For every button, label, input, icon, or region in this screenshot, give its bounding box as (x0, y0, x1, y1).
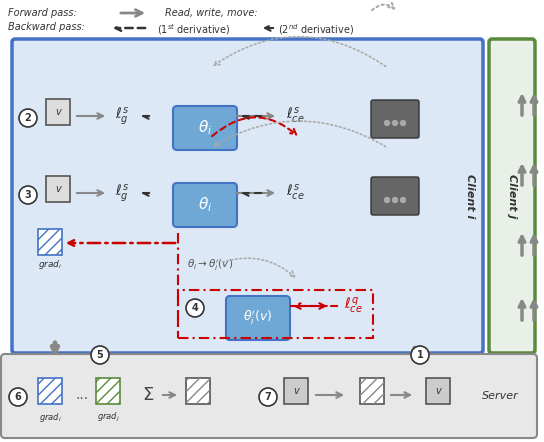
Bar (360, 378, 384, 404)
Text: ...: ... (76, 388, 89, 402)
Text: 6: 6 (15, 392, 21, 402)
Text: Forward pass:: Forward pass: (8, 8, 77, 18)
Text: $\theta_i'(v)$: $\theta_i'(v)$ (243, 309, 273, 327)
Bar (360, 378, 384, 404)
Text: 7: 7 (264, 392, 271, 402)
FancyBboxPatch shape (1, 354, 537, 438)
Text: Client j: Client j (507, 174, 517, 218)
Bar (38, 229, 62, 255)
Text: $grad_i$: $grad_i$ (39, 411, 61, 424)
Circle shape (91, 346, 109, 364)
Bar (46, 176, 70, 202)
Text: ($2^{nd}$ derivative): ($2^{nd}$ derivative) (278, 22, 354, 37)
FancyBboxPatch shape (371, 177, 419, 215)
Circle shape (19, 186, 37, 204)
FancyBboxPatch shape (173, 106, 237, 150)
Text: Client i: Client i (465, 174, 475, 218)
Circle shape (186, 299, 204, 317)
Bar (96, 378, 120, 404)
Text: $grad_i$: $grad_i$ (38, 258, 62, 271)
Text: $\ell_g^s$: $\ell_g^s$ (115, 182, 129, 204)
FancyBboxPatch shape (371, 100, 419, 138)
Circle shape (400, 121, 405, 126)
Bar (38, 378, 62, 404)
Text: v: v (435, 386, 441, 396)
Text: 2: 2 (24, 113, 32, 123)
Text: 3: 3 (24, 190, 32, 200)
Text: grad: grad (188, 383, 208, 392)
Circle shape (259, 388, 277, 406)
Text: $\ell_{ce}^s$: $\ell_{ce}^s$ (286, 183, 305, 203)
Text: Read, write, move:: Read, write, move: (165, 8, 258, 18)
Text: $\ell_{ce}^q$: $\ell_{ce}^q$ (344, 296, 362, 316)
Text: $grad_j$: $grad_j$ (97, 411, 120, 424)
Text: 5: 5 (97, 350, 103, 360)
Circle shape (393, 198, 398, 202)
Text: ($1^{st}$ derivative): ($1^{st}$ derivative) (157, 22, 231, 37)
Text: v: v (55, 184, 61, 194)
FancyBboxPatch shape (489, 39, 535, 353)
Circle shape (411, 346, 429, 364)
Text: v: v (293, 386, 299, 396)
Text: $\theta_i$: $\theta_i$ (198, 196, 212, 214)
Bar (284, 378, 308, 404)
Circle shape (393, 121, 398, 126)
Text: $\theta_i$: $\theta_i$ (198, 118, 212, 137)
Circle shape (400, 198, 405, 202)
Circle shape (385, 121, 390, 126)
Bar (426, 378, 450, 404)
Text: $\ell_{ce}^s$: $\ell_{ce}^s$ (286, 106, 305, 126)
Bar (38, 229, 62, 255)
Text: $\ell_g^s$: $\ell_g^s$ (115, 105, 129, 127)
Bar (96, 378, 120, 404)
Text: $\Sigma$: $\Sigma$ (142, 386, 154, 404)
Circle shape (385, 198, 390, 202)
Circle shape (19, 109, 37, 127)
Text: v: v (55, 107, 61, 117)
FancyBboxPatch shape (173, 183, 237, 227)
Text: $\theta_i \to \theta_i'(v)$: $\theta_i \to \theta_i'(v)$ (187, 258, 233, 274)
Text: 1: 1 (417, 350, 423, 360)
Bar (186, 378, 210, 404)
Bar (46, 99, 70, 125)
FancyBboxPatch shape (12, 39, 483, 353)
Text: 4: 4 (191, 303, 199, 313)
Bar (186, 378, 210, 404)
Text: Backward pass:: Backward pass: (8, 22, 85, 32)
Text: Server: Server (482, 391, 519, 401)
Circle shape (9, 388, 27, 406)
FancyBboxPatch shape (226, 296, 290, 340)
Bar (178, 290, 373, 338)
Bar (38, 378, 62, 404)
